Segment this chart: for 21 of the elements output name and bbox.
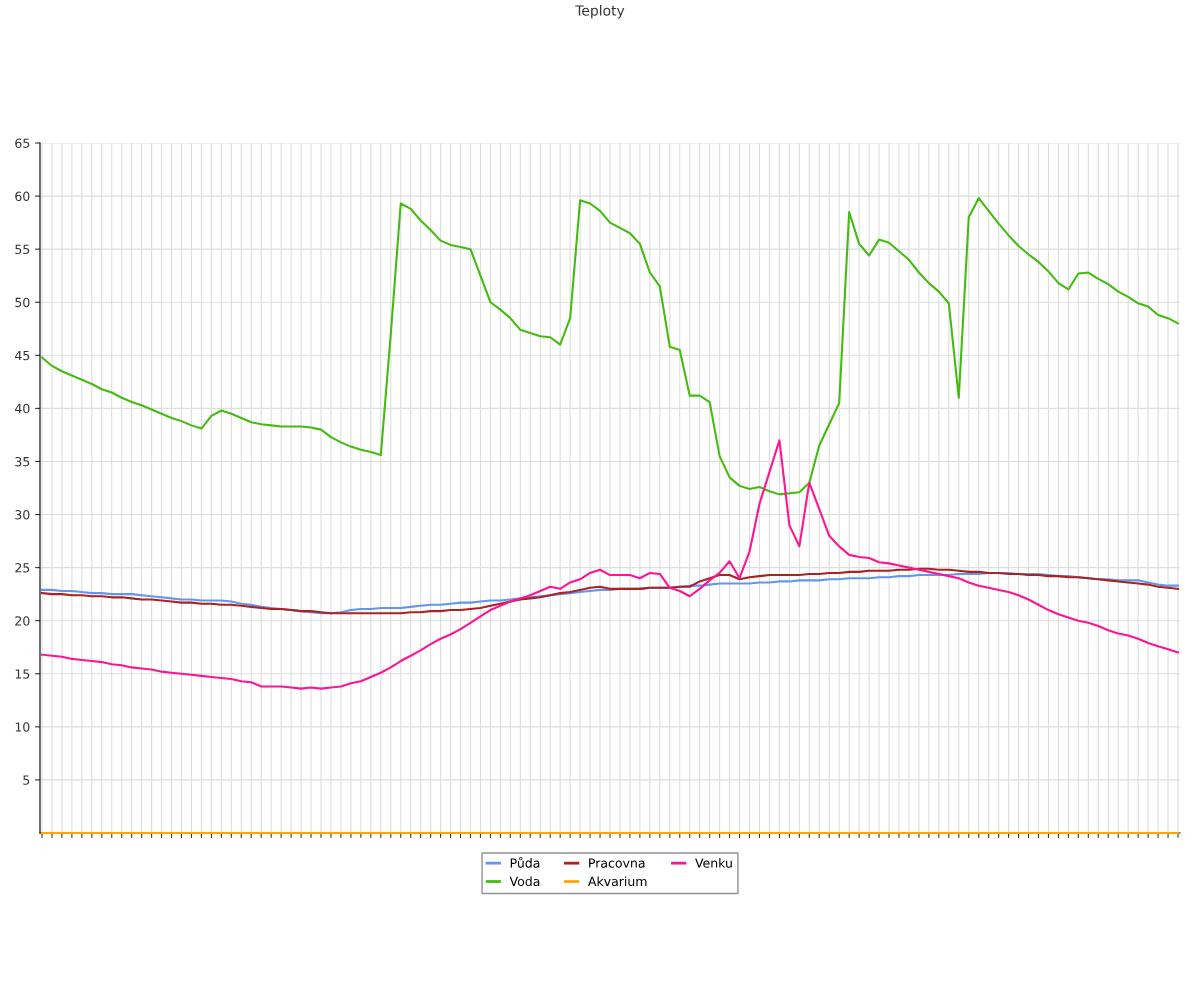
y-tick-label: 30: [15, 510, 30, 520]
y-tick-label: 55: [15, 244, 30, 255]
chart-title: Teploty: [575, 5, 625, 19]
y-tick-label: 45: [14, 350, 30, 361]
legend-label: Voda: [509, 876, 540, 887]
legend-label: Akvarium: [588, 876, 647, 887]
y-tick-label: 65: [15, 138, 30, 148]
legend-label: Venku: [695, 858, 732, 868]
line-series: [40, 439, 1180, 690]
line-series: [40, 197, 1180, 496]
y-tick-label: 35: [15, 456, 30, 467]
y-tick-label: 40: [14, 403, 30, 414]
y-tick-label: 15: [15, 669, 30, 679]
y-tick-label: 25: [15, 563, 30, 573]
legend-label: Půda: [510, 856, 540, 868]
y-tick-label: 20: [15, 616, 30, 626]
y-tick-label: 10: [15, 722, 30, 732]
y-tick-label: 5: [23, 775, 30, 785]
y-tick-label: 50: [15, 297, 30, 308]
legend-label: Pracovna: [589, 858, 645, 868]
y-tick-label: 60: [15, 191, 30, 201]
